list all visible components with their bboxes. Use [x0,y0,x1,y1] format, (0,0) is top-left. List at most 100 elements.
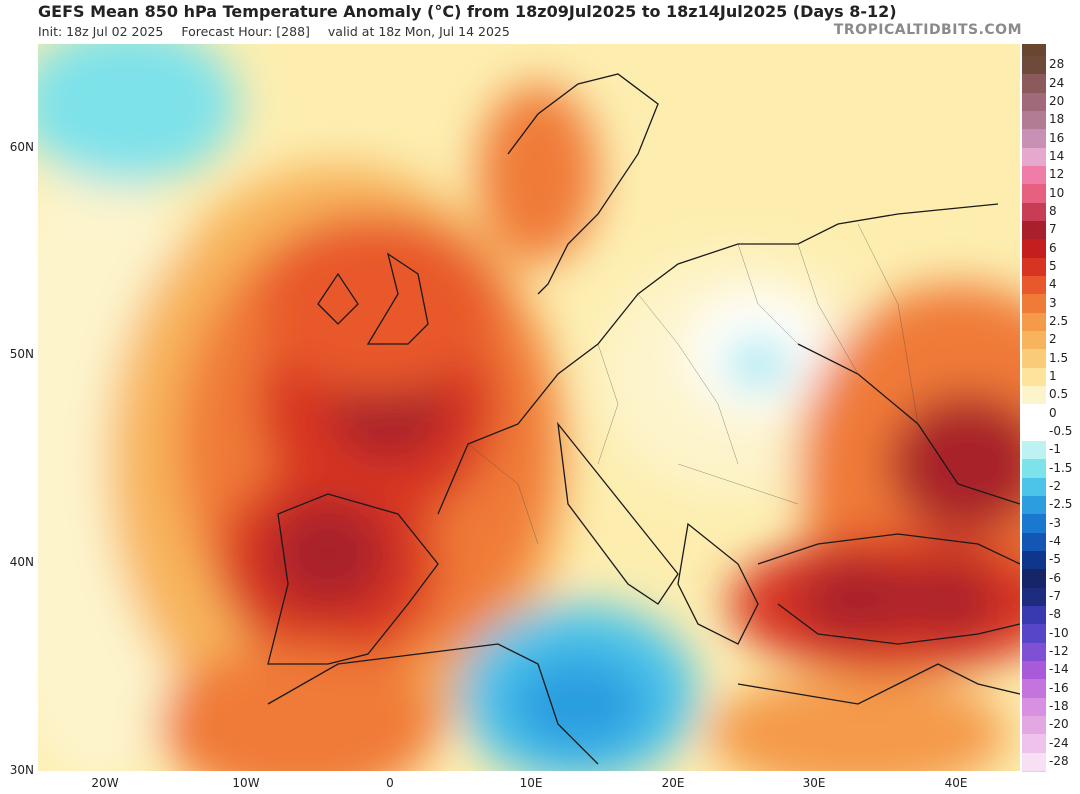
legend-cell [1022,459,1046,479]
legend-cell [1022,312,1046,332]
legend-cell [1022,74,1046,94]
legend-cell [1022,606,1046,626]
legend-cell [1022,551,1046,571]
legend-label: -14 [1049,662,1069,677]
legend-cell [1022,532,1046,552]
legend-label: 2.5 [1049,313,1069,328]
legend-label: -18 [1049,698,1069,713]
legend-cell [1022,331,1046,351]
legend-cell [1022,202,1046,222]
legend-label: -10 [1049,625,1069,640]
legend-label: -4 [1049,533,1061,548]
legend-label: -1 [1049,442,1061,457]
legend-cell [1022,496,1046,516]
lon-label-0: 0 [386,776,394,790]
legend-cell [1022,514,1046,534]
legend-label: -5 [1049,552,1061,567]
legend-label: -28 [1049,753,1069,768]
legend-cell [1022,276,1046,296]
legend-cell [1022,147,1046,167]
legend-cell [1022,587,1046,607]
valid-time: valid at 18z Mon, Jul 14 2025 [327,24,510,39]
legend-label: 7 [1049,222,1057,237]
legend-cell [1022,422,1046,442]
coastlines [267,73,1020,765]
legend-label: -3 [1049,515,1061,530]
legend-cell [1022,386,1046,406]
forecast-hour: Forecast Hour: [288] [181,24,310,39]
lon-label-20e: 20E [661,776,685,790]
legend-label: 18 [1049,112,1065,127]
lon-label-30e: 30E [802,776,826,790]
legend-label: 0 [1049,405,1057,420]
legend-cell [1022,642,1046,662]
legend-label: 0.5 [1049,387,1069,402]
init-time: Init: 18z Jul 02 2025 [38,24,164,39]
legend-label: -2 [1049,478,1061,493]
legend-label: 3 [1049,295,1057,310]
legend-label: 28 [1049,57,1065,72]
legend-label: 10 [1049,185,1065,200]
legend-cell [1022,697,1046,717]
legend-label: 14 [1049,148,1065,163]
legend-label: -7 [1049,588,1061,603]
brand-watermark[interactable]: TROPICALTIDBITS.COM [833,22,1022,38]
legend-label: -2.5 [1049,497,1073,512]
legend-cell [1022,221,1046,241]
lon-label-40e: 40E [944,776,968,790]
legend-label: 8 [1049,203,1057,218]
legend-label: 16 [1049,130,1065,145]
legend-label: 4 [1049,277,1057,292]
map-subtitle: Init: 18z Jul 02 2025 Forecast Hour: [28… [38,24,524,39]
legend-cell [1022,349,1046,369]
legend-label: 1.5 [1049,350,1069,365]
legend-label: -1.5 [1049,460,1073,475]
legend-label: -6 [1049,570,1061,585]
legend-cell [1022,257,1046,277]
lon-label-20w: 20W [91,776,119,790]
legend-label: 20 [1049,93,1065,108]
legend-cell [1022,184,1046,204]
legend-cell [1022,239,1046,259]
legend-cell [1022,166,1046,186]
lat-label-50n: 50N [9,347,34,361]
legend-label: 24 [1049,75,1065,90]
lat-label-30n: 30N [9,763,34,777]
map-title: GEFS Mean 850 hPa Temperature Anomaly (°… [38,2,897,21]
anomaly-map-canvas [38,44,1020,771]
legend-label: -8 [1049,607,1061,622]
lon-label-10w: 10W [232,776,260,790]
legend-cell [1022,679,1046,699]
legend-cell [1022,752,1046,772]
legend-cell [1022,56,1046,76]
lat-label-60n: 60N [9,140,34,154]
legend-cell [1022,92,1046,112]
legend-label: -24 [1049,735,1069,750]
legend-cell [1022,441,1046,461]
legend-cell [1022,477,1046,497]
legend-label: 1 [1049,368,1057,383]
borders [467,223,919,545]
legend-cell [1022,734,1046,754]
legend-label: -12 [1049,643,1069,658]
lat-label-40n: 40N [9,555,34,569]
legend-label: -16 [1049,680,1069,695]
legend-cell [1022,129,1046,149]
legend-label: 12 [1049,167,1065,182]
color-legend [1022,44,1046,772]
legend-cell [1022,569,1046,589]
legend-label: 5 [1049,258,1057,273]
legend-label: 6 [1049,240,1057,255]
anomaly-map [38,44,1020,771]
legend-cell [1022,624,1046,644]
legend-cell [1022,404,1046,424]
legend-cell [1022,111,1046,131]
legend-label: -0.5 [1049,423,1073,438]
legend-label: 2 [1049,332,1057,347]
lon-label-10e: 10E [519,776,543,790]
legend-cell [1022,661,1046,681]
anomaly-field [38,44,1020,771]
legend-cell [1022,294,1046,314]
legend-cell [1022,367,1046,387]
legend-label: -20 [1049,717,1069,732]
